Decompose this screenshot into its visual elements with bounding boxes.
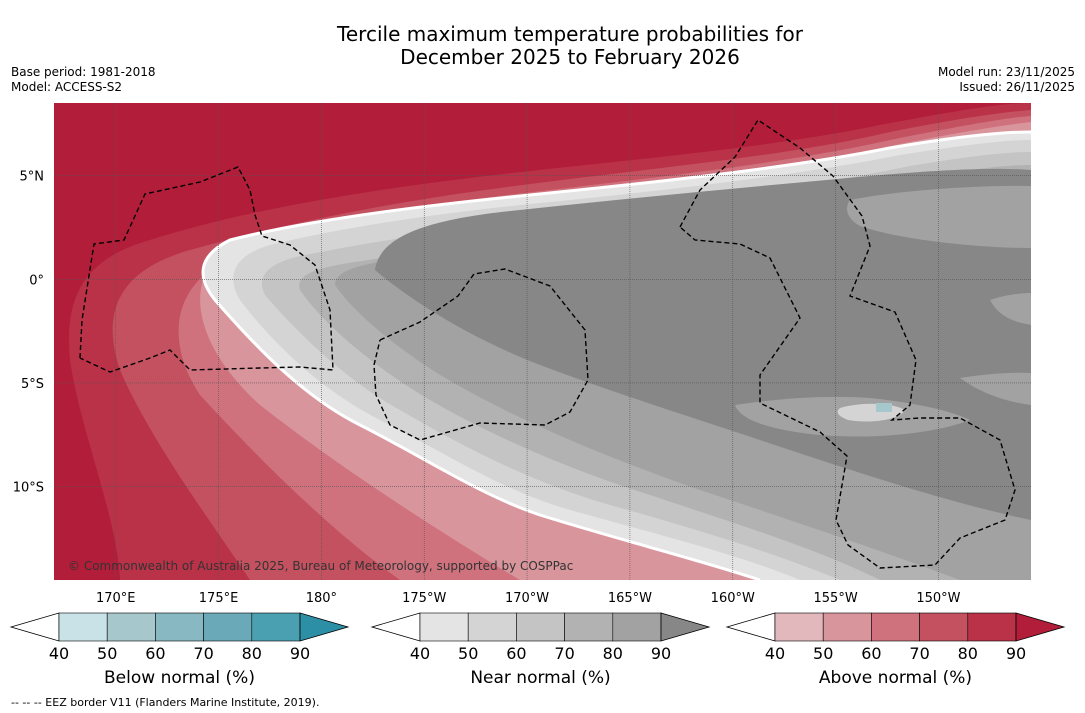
colorbar-tick-label: 90 bbox=[290, 644, 310, 663]
chart-title-line1: Tercile maximum temperature probabilitie… bbox=[337, 22, 803, 46]
colorbar-tick-label: 60 bbox=[145, 644, 165, 663]
colorbar-3: 40 50 60 70 80 90 Above normal (%) bbox=[725, 612, 1066, 688]
region-near-80-east-band3 bbox=[960, 372, 1031, 405]
colorbar-label: Above normal (%) bbox=[819, 668, 972, 688]
lat-tick-labels: 5°N 0° 5°S 10°S bbox=[13, 170, 44, 496]
colorbar-tick-label: 50 bbox=[97, 644, 117, 663]
colorbar-tick-label: 40 bbox=[765, 644, 785, 663]
colorbars: 40 50 60 70 80 90 Below normal (%) 40 50 60 70 80 90… bbox=[9, 612, 1066, 688]
lon-tick-label: 170°E bbox=[96, 591, 136, 606]
eez-border-east bbox=[679, 119, 1016, 569]
colorbar-label: Near normal (%) bbox=[470, 668, 610, 688]
colorbar-tick-label: 80 bbox=[603, 644, 623, 663]
colorbar-cell bbox=[871, 612, 920, 642]
lon-tick-label: 170°W bbox=[505, 591, 549, 606]
eez-borders bbox=[79, 119, 1016, 569]
colorbar-low-extension bbox=[9, 612, 60, 642]
eez-border-central bbox=[373, 268, 589, 441]
colorbar-tick-label: 80 bbox=[242, 644, 262, 663]
region-near-80-east-band2 bbox=[990, 293, 1031, 325]
base-period: Base period: 1981-2018 bbox=[11, 65, 156, 79]
colorbar-high-extension bbox=[660, 612, 711, 642]
colorbar-tick-label: 40 bbox=[410, 644, 430, 663]
colorbar-tick-label: 50 bbox=[458, 644, 478, 663]
tercile-boundary bbox=[201, 130, 1031, 580]
colorbar-cell bbox=[106, 612, 156, 642]
eez-legend-note: -- -- -- EEZ border V11 (Flanders Marine… bbox=[11, 696, 320, 709]
eez-border-west bbox=[79, 166, 334, 373]
colorbar-low-extension bbox=[725, 612, 776, 642]
region-near-80-east-band bbox=[847, 185, 1031, 248]
lon-tick-label: 175°E bbox=[199, 591, 239, 606]
colorbar-cell bbox=[967, 612, 1017, 642]
lat-gridlines bbox=[54, 175, 1031, 487]
colorbar-tick-label: 70 bbox=[909, 644, 929, 663]
colorbar-cell bbox=[203, 612, 253, 642]
colorbar-cell bbox=[774, 612, 824, 642]
lon-tick-labels: 170°E 175°E 180° 175°W 170°W 165°W 160°W 155°W 1… bbox=[96, 591, 961, 606]
colorbar-tick-label: 90 bbox=[1006, 644, 1026, 663]
model-run-date: Model run: 23/11/2025 bbox=[937, 65, 1075, 79]
colorbar-cell bbox=[612, 612, 662, 642]
colorbar-label: Below normal (%) bbox=[104, 668, 255, 688]
colorbar-1: 40 50 60 70 80 90 Below normal (%) bbox=[9, 612, 350, 688]
colorbar-cell bbox=[58, 612, 108, 642]
colorbar-tick-label: 60 bbox=[506, 644, 526, 663]
issued-date: Issued: 26/11/2025 bbox=[959, 80, 1075, 94]
lon-tick-label: 165°W bbox=[608, 591, 652, 606]
lon-tick-label: 180° bbox=[306, 591, 337, 606]
copyright-text: © Commonwealth of Australia 2025, Bureau… bbox=[68, 559, 573, 573]
colorbar-low-extension bbox=[370, 612, 421, 642]
region-below-50-patch bbox=[876, 403, 892, 412]
colorbar-tick-label: 70 bbox=[193, 644, 213, 663]
colorbar-high-extension bbox=[1015, 612, 1066, 642]
colorbar-cell bbox=[919, 612, 969, 642]
lon-gridlines bbox=[115, 103, 939, 580]
colorbar-cell bbox=[155, 612, 204, 642]
chart-title-line2: December 2025 to February 2026 bbox=[400, 45, 740, 69]
lat-tick-label: 5°N bbox=[20, 170, 45, 185]
lon-tick-label: 160°W bbox=[711, 591, 755, 606]
colorbar-cell bbox=[467, 612, 517, 642]
colorbar-cell bbox=[564, 612, 614, 642]
colorbar-tick-label: 70 bbox=[554, 644, 574, 663]
lat-tick-label: 0° bbox=[29, 273, 44, 288]
colorbar-cell bbox=[822, 612, 872, 642]
colorbar-tick-label: 90 bbox=[651, 644, 671, 663]
lat-tick-label: 5°S bbox=[21, 377, 44, 392]
colorbar-tick-label: 80 bbox=[958, 644, 978, 663]
colorbar-tick-label: 50 bbox=[813, 644, 833, 663]
lon-tick-label: 155°W bbox=[814, 591, 858, 606]
colorbar-2: 40 50 60 70 80 90 Near normal (%) bbox=[370, 612, 711, 688]
colorbar-tick-label: 40 bbox=[49, 644, 69, 663]
colorbar-cell bbox=[251, 612, 301, 642]
colorbar-cell bbox=[419, 612, 469, 642]
map-fill-layers bbox=[54, 103, 1031, 580]
lon-tick-label: 150°W bbox=[916, 591, 960, 606]
colorbar-tick-label: 60 bbox=[861, 644, 881, 663]
colorbar-high-extension bbox=[299, 612, 350, 642]
lat-tick-label: 10°S bbox=[13, 481, 44, 496]
lon-tick-label: 175°W bbox=[402, 591, 446, 606]
model-name: Model: ACCESS-S2 bbox=[11, 80, 123, 94]
colorbar-cell bbox=[516, 612, 565, 642]
